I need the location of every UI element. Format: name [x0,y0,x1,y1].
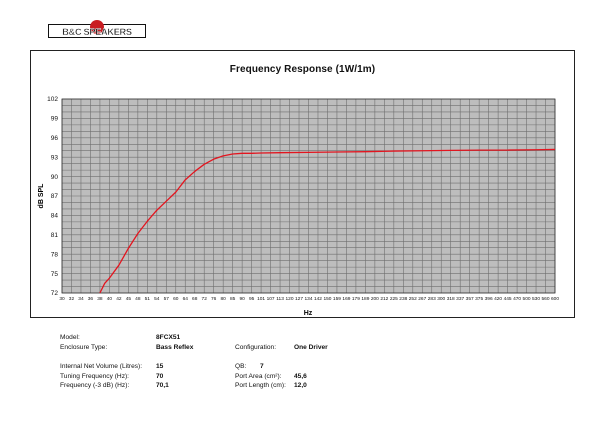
y-tick-label: 81 [51,232,59,239]
x-tick-label: 36 [88,296,94,302]
y-tick-label: 99 [51,116,59,123]
volume-label: Internal Net Volume (Litres): [60,363,143,370]
x-tick-label: 68 [192,296,198,302]
x-tick-label: 72 [202,296,208,302]
x-tick-label: 179 [352,296,360,302]
x-tick-label: 45 [126,296,132,302]
x-tick-label: 90 [239,296,245,302]
x-tick-label: 225 [390,296,398,302]
x-tick-label: 51 [145,296,151,302]
chart-title: Frequency Response (1W/1m) [229,64,376,75]
x-tick-label: 113 [276,296,284,302]
x-tick-label: 300 [437,296,445,302]
config-label: Configuration: [235,344,277,351]
frequency-response-curve [99,148,556,294]
x-tick-label: 64 [183,296,189,302]
model-label: Model: [60,334,80,341]
port-length-label: Port Length (cm): [235,382,286,389]
x-tick-label: 212 [380,296,388,302]
x-tick-label: 134 [304,296,312,302]
x-tick-label: 600 [551,296,559,302]
x-tick-label: 142 [314,296,322,302]
y-tick-label: 90 [51,174,59,181]
y-tick-label: 96 [51,135,59,142]
qb-value: 7 [260,363,264,370]
x-tick-label: 445 [504,296,512,302]
x-tick-label: 76 [211,296,217,302]
x-tick-label: 60 [173,296,179,302]
x-tick-label: 38 [97,296,103,302]
brand-logo-text: B&C SPEAKERS [62,27,132,37]
tuning-value: 70 [156,373,164,380]
f3-label: Frequency (-3 dB) (Hz): [60,382,130,389]
y-tick-label: 72 [51,290,59,297]
x-tick-label: 54 [154,296,160,302]
config-value: One Driver [294,344,328,351]
x-tick-label: 42 [116,296,122,302]
x-tick-label: 470 [513,296,521,302]
x-tick-label: 48 [135,296,141,302]
y-tick-label: 75 [51,271,59,278]
y-tick-label: 93 [51,154,59,161]
volume-value: 15 [156,363,164,370]
qb-label: QB: [235,363,247,370]
x-tick-label: 80 [221,296,227,302]
x-tick-label: 101 [257,296,265,302]
x-tick-label: 30 [59,296,65,302]
x-tick-label: 120 [286,296,294,302]
f3-value: 70,1 [156,382,169,389]
x-tick-label: 169 [342,296,350,302]
x-tick-label: 420 [494,296,502,302]
y-tick-label: 84 [51,213,59,220]
x-tick-label: 34 [78,296,84,302]
x-tick-label: 189 [361,296,369,302]
y-tick-label: 78 [51,251,59,258]
port-length-value: 12,0 [294,382,307,389]
x-tick-label: 375 [475,296,483,302]
y-tick-label: 87 [51,193,59,200]
x-axis-label: Hz [304,310,313,317]
x-tick-label: 252 [409,296,417,302]
model-value: 8FCX51 [156,334,181,341]
x-tick-label: 95 [249,296,255,302]
x-tick-label: 357 [466,296,474,302]
x-tick-label: 32 [69,296,75,302]
y-tick-label: 102 [47,96,58,103]
x-tick-label: 530 [532,296,540,302]
enclosure-label: Enclosure Type: [60,344,108,351]
enclosure-value: Bass Reflex [156,344,194,351]
x-tick-label: 40 [107,296,113,302]
port-area-label: Port Area (cm²): [235,373,282,380]
x-tick-label: 318 [447,296,455,302]
brand-logo: B&C SPEAKERS [48,20,146,38]
x-tick-label: 500 [523,296,531,302]
x-tick-label: 337 [456,296,464,302]
tuning-label: Tuning Frequency (Hz): [60,373,130,380]
x-tick-label: 85 [230,296,236,302]
x-tick-label: 57 [164,296,170,302]
port-area-value: 45,6 [294,373,307,380]
plot-border [61,98,556,294]
x-tick-label: 238 [399,296,407,302]
y-axis-label: dB SPL [38,183,45,209]
x-tick-label: 200 [371,296,379,302]
x-tick-label: 150 [323,296,331,302]
x-tick-label: 560 [542,296,550,302]
x-tick-label: 127 [295,296,303,302]
x-tick-label: 396 [485,296,493,302]
x-tick-label: 107 [267,296,275,302]
x-tick-label: 159 [333,296,341,302]
x-tick-label: 267 [418,296,426,302]
x-tick-label: 283 [428,296,436,302]
